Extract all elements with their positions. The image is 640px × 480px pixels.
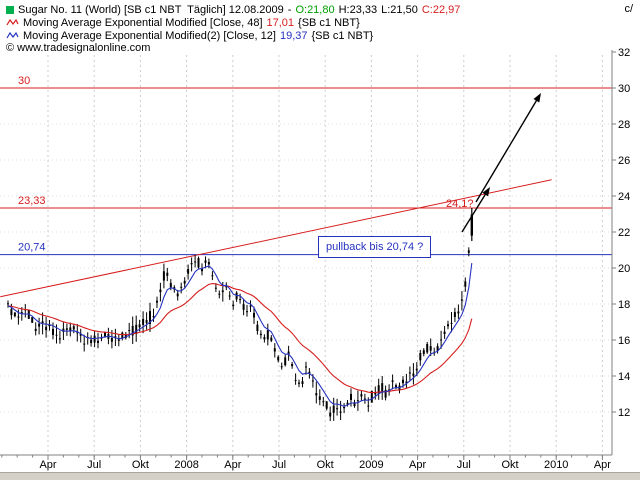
x-axis-label: Apr <box>224 459 241 471</box>
x-axis-label: 2008 <box>174 459 198 471</box>
y-axis-label: 22 <box>618 227 630 239</box>
instrument-icon <box>6 5 14 14</box>
y-axis-label: 26 <box>618 155 630 167</box>
ma2-suffix: {SB c1 NBT} <box>311 29 374 42</box>
x-axis-label: 2009 <box>359 459 383 471</box>
axes: Apr Jul Okt 2008 Apr Jul Okt 2009 Apr Jul Okt 2010 A… <box>0 47 630 471</box>
open-value: O:21,80 <box>295 3 335 16</box>
x-axis-label: Apr <box>409 459 426 471</box>
trendline <box>0 179 552 298</box>
close-value: C:22,97 <box>421 3 461 16</box>
window-bottom-edge <box>0 472 640 480</box>
price-bars <box>7 208 474 422</box>
pullback-annotation-box[interactable]: pullback bis 20,74 ? <box>318 236 432 258</box>
hline-price-label: 20,74 <box>18 242 46 254</box>
x-axis-label: 2010 <box>544 459 568 471</box>
x-axis-label: Jul <box>457 459 471 471</box>
ma2-value: 19,37 <box>279 29 308 42</box>
x-axis-label: Apr <box>594 459 611 471</box>
projection-arrows[interactable] <box>461 93 541 233</box>
y-axis-label: 30 <box>618 83 630 95</box>
ma-line-20 <box>7 283 473 394</box>
ma2-zigzag-icon <box>6 31 19 39</box>
ma1-label: Moving Average Exponential Modified [Clo… <box>23 16 263 29</box>
support-resistance-lines: 30 23,33 20,74 <box>0 75 612 256</box>
legend-symbol-row[interactable]: Sugar No. 11 (World) [SB c1 NBT Täglich]… <box>6 3 464 16</box>
x-axis-label: Okt <box>132 459 149 471</box>
legend-ma2-row[interactable]: Moving Average Exponential Modified(2) [… <box>6 29 464 42</box>
ma-line-5 <box>7 263 473 407</box>
ma1-value: 17,01 <box>266 16 295 29</box>
target-price-annotation[interactable]: 24,1? <box>446 198 474 210</box>
symbol-title: Sugar No. 11 (World) [SB c1 NBT Täglich]… <box>18 3 284 16</box>
ma1-suffix: {SB c1 NBT} <box>298 16 360 29</box>
x-axis-label: Okt <box>317 459 334 471</box>
legend-ma1-row[interactable]: Moving Average Exponential Modified [Clo… <box>6 16 464 29</box>
y-axis-label: 16 <box>618 335 630 347</box>
x-axis-label: Okt <box>501 459 518 471</box>
y-axis-label: 28 <box>618 119 630 131</box>
x-axis-label: Jul <box>272 459 286 471</box>
x-axis-label: Apr <box>39 459 56 471</box>
chart-legend: Sugar No. 11 (World) [SB c1 NBT Täglich]… <box>6 3 464 55</box>
y-axis-label: 24 <box>618 191 630 203</box>
ohlc-separator: - <box>287 3 292 16</box>
y-axis-label: 12 <box>618 407 630 419</box>
ma1-zigzag-icon <box>6 18 19 26</box>
hline-price-label: 30 <box>18 75 30 87</box>
ma2-label: Moving Average Exponential Modified(2) [… <box>23 29 276 42</box>
low-value: L:21,50 <box>381 3 418 16</box>
high-value: H:23,33 <box>338 3 378 16</box>
hline-price-label: 23,33 <box>18 195 46 207</box>
copyright-text: © www.tradesignalonline.com <box>6 42 151 54</box>
y-axis-label: 18 <box>618 299 630 311</box>
y-axis-label: 20 <box>618 263 630 275</box>
x-axis-label: Jul <box>87 459 101 471</box>
y-axis-label: 14 <box>618 371 630 383</box>
scale-unit-label: c/ <box>624 3 633 15</box>
y-axis-label: 32 <box>618 47 630 59</box>
